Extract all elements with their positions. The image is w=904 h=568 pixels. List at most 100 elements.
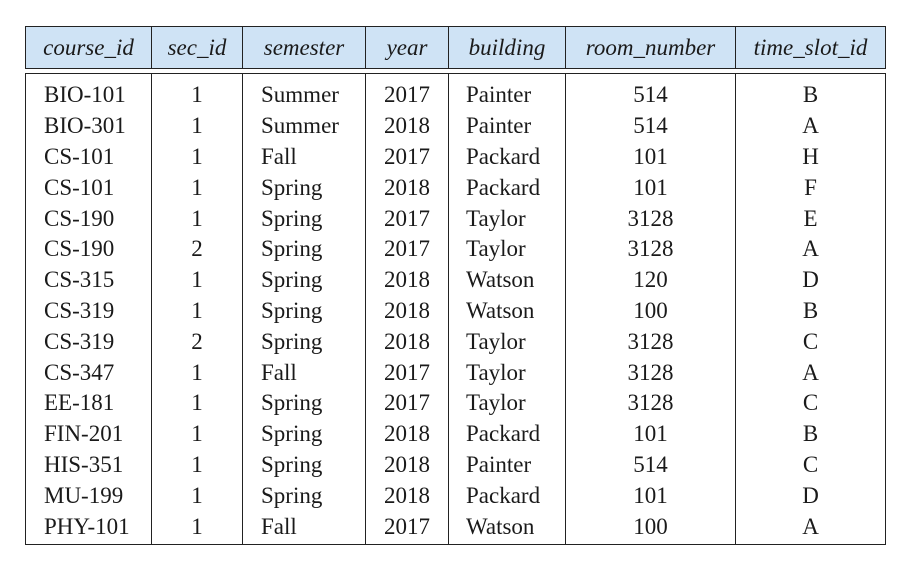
cell-room-number: 3128 (565, 233, 736, 265)
table-row: MU-199 1 Spring 2018 Packard 101 D (25, 480, 886, 512)
table-row: CS-319 2 Spring 2018 Taylor 3128 C (25, 326, 886, 358)
cell-year: 2018 (365, 264, 449, 296)
cell-semester: Spring (242, 264, 366, 296)
cell-sec-id: 1 (151, 295, 243, 327)
cell-sec-id: 1 (151, 172, 243, 204)
double-rule (25, 68, 886, 74)
cell-time-slot-id: D (735, 264, 886, 296)
cell-building: Taylor (448, 233, 566, 265)
cell-building: Packard (448, 418, 566, 450)
cell-room-number: 3128 (565, 387, 736, 419)
cell-course-id: CS-101 (25, 141, 152, 173)
cell-time-slot-id: F (735, 172, 886, 204)
cell-sec-id: 1 (151, 387, 243, 419)
cell-semester: Summer (242, 110, 366, 142)
cell-year: 2017 (365, 233, 449, 265)
cell-semester: Fall (242, 141, 366, 173)
cell-room-number: 514 (565, 110, 736, 142)
cell-room-number: 101 (565, 172, 736, 204)
cell-semester: Spring (242, 449, 366, 481)
cell-semester: Spring (242, 172, 366, 204)
cell-room-number: 514 (565, 449, 736, 481)
table-row: FIN-201 1 Spring 2018 Packard 101 B (25, 418, 886, 450)
cell-course-id: CS-101 (25, 172, 152, 204)
cell-year: 2017 (365, 511, 449, 545)
table-row: CS-190 2 Spring 2017 Taylor 3128 A (25, 233, 886, 265)
cell-time-slot-id: A (735, 110, 886, 142)
cell-year: 2017 (365, 141, 449, 173)
cell-building: Taylor (448, 357, 566, 388)
cell-semester: Fall (242, 511, 366, 545)
cell-building: Packard (448, 141, 566, 173)
cell-sec-id: 2 (151, 326, 243, 358)
cell-sec-id: 1 (151, 449, 243, 481)
cell-year: 2018 (365, 172, 449, 204)
cell-course-id: PHY-101 (25, 511, 152, 545)
cell-course-id: CS-319 (25, 295, 152, 327)
header-time-slot-id: time_slot_id (735, 26, 886, 69)
cell-semester: Fall (242, 357, 366, 388)
header-course-id: course_id (25, 26, 152, 69)
cell-room-number: 3128 (565, 326, 736, 358)
header-row: course_id sec_id semester year building … (25, 26, 886, 69)
cell-course-id: CS-347 (25, 357, 152, 388)
cell-sec-id: 1 (151, 480, 243, 512)
cell-time-slot-id: B (735, 418, 886, 450)
section-relation-table-container: course_id sec_id semester year building … (25, 26, 886, 545)
table-row: CS-319 1 Spring 2018 Watson 100 B (25, 295, 886, 327)
cell-building: Painter (448, 449, 566, 481)
cell-room-number: 101 (565, 141, 736, 173)
table-row: CS-347 1 Fall 2017 Taylor 3128 A (25, 357, 886, 388)
cell-time-slot-id: C (735, 387, 886, 419)
cell-course-id: FIN-201 (25, 418, 152, 450)
cell-semester: Spring (242, 387, 366, 419)
cell-semester: Spring (242, 326, 366, 358)
cell-building: Packard (448, 480, 566, 512)
cell-building: Painter (448, 73, 566, 111)
cell-time-slot-id: A (735, 233, 886, 265)
cell-course-id: BIO-101 (25, 73, 152, 111)
table-body: BIO-101 1 Summer 2017 Painter 514 B BIO-301 1 Sum… (25, 73, 886, 545)
table-row: BIO-101 1 Summer 2017 Painter 514 B (25, 73, 886, 111)
cell-sec-id: 1 (151, 141, 243, 173)
header-body-separator (25, 68, 886, 74)
cell-course-id: HIS-351 (25, 449, 152, 481)
table-row: HIS-351 1 Spring 2018 Painter 514 C (25, 449, 886, 481)
cell-building: Taylor (448, 326, 566, 358)
cell-year: 2018 (365, 295, 449, 327)
table-row: CS-101 1 Fall 2017 Packard 101 H (25, 141, 886, 173)
cell-room-number: 100 (565, 295, 736, 327)
table-row: BIO-301 1 Summer 2018 Painter 514 A (25, 110, 886, 142)
cell-year: 2017 (365, 387, 449, 419)
cell-year: 2018 (365, 418, 449, 450)
cell-course-id: EE-181 (25, 387, 152, 419)
cell-room-number: 120 (565, 264, 736, 296)
cell-room-number: 3128 (565, 357, 736, 388)
cell-year: 2018 (365, 480, 449, 512)
header-sec-id: sec_id (151, 26, 243, 69)
cell-semester: Spring (242, 480, 366, 512)
cell-building: Taylor (448, 387, 566, 419)
cell-time-slot-id: H (735, 141, 886, 173)
cell-time-slot-id: E (735, 203, 886, 234)
cell-year: 2017 (365, 357, 449, 388)
cell-sec-id: 1 (151, 73, 243, 111)
cell-course-id: CS-190 (25, 203, 152, 234)
cell-building: Watson (448, 295, 566, 327)
cell-year: 2018 (365, 326, 449, 358)
table-header: course_id sec_id semester year building … (25, 26, 886, 69)
separator-row (25, 68, 886, 74)
cell-year: 2018 (365, 110, 449, 142)
cell-semester: Spring (242, 418, 366, 450)
cell-course-id: MU-199 (25, 480, 152, 512)
cell-sec-id: 1 (151, 203, 243, 234)
table-row: CS-101 1 Spring 2018 Packard 101 F (25, 172, 886, 204)
cell-semester: Spring (242, 233, 366, 265)
cell-semester: Spring (242, 295, 366, 327)
cell-time-slot-id: B (735, 73, 886, 111)
cell-building: Watson (448, 511, 566, 545)
table-row: EE-181 1 Spring 2017 Taylor 3128 C (25, 387, 886, 419)
cell-room-number: 101 (565, 480, 736, 512)
cell-year: 2017 (365, 73, 449, 111)
cell-building: Painter (448, 110, 566, 142)
